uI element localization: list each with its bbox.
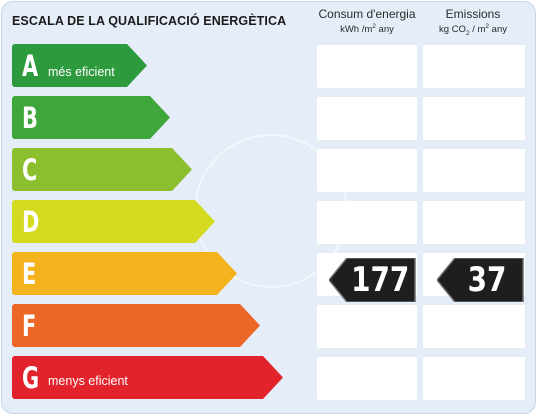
- rating-bar-b: B: [12, 96, 282, 140]
- consum-result-badge-value: 177: [351, 260, 410, 300]
- consum-cell-g: [317, 357, 417, 400]
- rating-arrow-shape: [12, 44, 147, 87]
- emissions-cell-a: [423, 45, 525, 88]
- emissions-result-badge-value: 37: [467, 260, 507, 300]
- consum-result-badge-shape: [329, 258, 416, 302]
- consum-unit: kWh /m2 any: [340, 23, 394, 36]
- consum-cell-d: [317, 201, 417, 244]
- rating-letter: A: [22, 49, 39, 83]
- rating-bar-c: C: [12, 148, 282, 192]
- emissions-cell-c: [423, 149, 525, 192]
- rating-arrow-c: [12, 148, 192, 191]
- consum-result-badge: 177: [329, 258, 417, 302]
- rating-letter: F: [22, 309, 37, 343]
- consum-label: Consum d'energia: [318, 7, 416, 21]
- rating-letter: E: [22, 257, 37, 291]
- emissions-cell-b: [423, 97, 525, 140]
- rating-letter: D: [22, 205, 40, 239]
- rating-arrow-shape: [12, 148, 192, 191]
- rating-letter: C: [22, 153, 38, 187]
- rating-bar-e: E: [12, 252, 282, 296]
- emissions-cell-g: [423, 357, 525, 400]
- rating-letter: B: [22, 101, 38, 135]
- rating-arrow-shape: [12, 96, 170, 139]
- consum-cell-a: [317, 45, 417, 88]
- emissions-label: Emissions: [445, 7, 501, 21]
- emissions-column-header: Emissions kg CO2 / m2 any: [423, 7, 523, 37]
- rating-bar-f: F: [12, 304, 282, 348]
- rating-bar-d: D: [12, 200, 282, 244]
- consum-cell-f: [317, 305, 417, 348]
- rating-arrow-shape: [12, 356, 283, 399]
- rating-bar-label: menys eficient: [48, 374, 128, 388]
- emissions-cell-f: [423, 305, 525, 348]
- rating-bar-label: més eficient: [48, 65, 115, 79]
- consum-column-header: Consum d'energia kWh /m2 any: [318, 7, 416, 35]
- rating-arrow-shape: [12, 252, 237, 295]
- rating-arrow-g: [12, 356, 283, 399]
- consum-cell-b: [317, 97, 417, 140]
- rating-arrow-d: [12, 200, 215, 243]
- rating-arrow-shape: [12, 304, 260, 347]
- emissions-result-badge-shape: [437, 258, 524, 302]
- emissions-result-badge: 37: [437, 258, 525, 302]
- rating-arrow-shape: [12, 200, 215, 243]
- rating-arrow-f: [12, 304, 260, 347]
- emissions-unit: kg CO2 / m2 any: [439, 23, 507, 38]
- consum-cell-c: [317, 149, 417, 192]
- rating-arrow-b: [12, 96, 170, 139]
- rating-arrow-e: [12, 252, 237, 295]
- emissions-cell-d: [423, 201, 525, 244]
- scale-title: ESCALA DE LA QUALIFICACIÓ ENERGÈTICA: [12, 14, 287, 28]
- rating-arrow-a: [12, 44, 147, 87]
- rating-letter: G: [22, 361, 40, 395]
